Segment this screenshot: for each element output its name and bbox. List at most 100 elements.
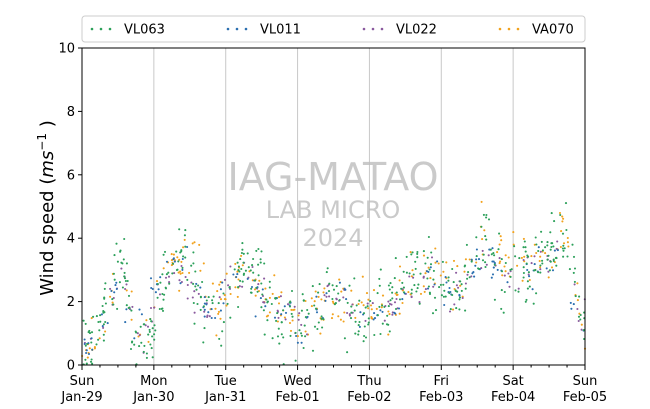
data-point <box>142 350 145 353</box>
data-point <box>578 312 581 315</box>
data-point <box>303 324 306 327</box>
data-point <box>416 256 419 259</box>
data-point <box>400 287 403 290</box>
data-point <box>541 259 544 262</box>
data-point <box>401 298 404 301</box>
data-point <box>468 276 471 279</box>
data-point <box>223 298 226 301</box>
data-point <box>184 275 187 279</box>
data-point <box>424 272 427 275</box>
data-point <box>565 228 568 232</box>
data-point <box>562 217 565 220</box>
data-point <box>222 292 225 295</box>
data-point <box>138 345 141 348</box>
data-point <box>85 362 88 365</box>
data-point <box>290 312 293 315</box>
data-point <box>240 251 243 255</box>
data-point <box>87 352 91 356</box>
series-VL022 <box>83 240 586 354</box>
data-point <box>567 245 570 248</box>
data-point <box>298 329 301 332</box>
data-point <box>332 288 336 291</box>
data-point <box>104 282 107 285</box>
data-point <box>342 296 345 299</box>
data-point <box>387 284 390 287</box>
data-point <box>484 235 487 238</box>
data-point <box>381 310 384 313</box>
data-point <box>405 255 408 258</box>
data-point <box>493 298 496 301</box>
data-point <box>259 261 262 264</box>
legend-label: VL063 <box>124 23 165 38</box>
data-point <box>229 265 232 268</box>
data-point <box>455 271 458 274</box>
data-point <box>337 292 340 295</box>
data-point <box>451 267 454 271</box>
data-point <box>100 313 103 316</box>
data-point <box>416 250 419 254</box>
data-point <box>522 258 525 262</box>
data-point <box>178 258 181 261</box>
data-point <box>360 301 363 304</box>
legend-marker <box>99 27 103 31</box>
data-point <box>240 267 243 271</box>
data-point <box>500 289 503 292</box>
data-point <box>578 295 581 298</box>
data-point <box>379 332 382 336</box>
data-point <box>508 285 511 288</box>
data-point <box>547 276 550 279</box>
data-point <box>449 308 452 311</box>
data-point <box>492 266 495 269</box>
data-point <box>412 276 415 279</box>
data-point <box>559 213 562 217</box>
data-point <box>159 281 162 284</box>
data-point <box>380 306 383 309</box>
data-point <box>199 296 202 299</box>
data-point <box>580 328 583 331</box>
data-point <box>528 278 531 282</box>
data-point <box>82 319 85 322</box>
data-point <box>192 282 195 285</box>
data-point <box>323 287 326 290</box>
legend-entry-VL063: VL063 <box>90 23 165 38</box>
data-point <box>193 290 196 293</box>
data-point <box>273 316 277 319</box>
data-point <box>203 315 206 318</box>
data-point <box>244 269 247 272</box>
data-point <box>314 290 317 293</box>
data-point <box>158 293 162 296</box>
series-VA070 <box>81 200 587 359</box>
data-point <box>572 303 575 306</box>
data-point <box>502 311 505 314</box>
data-point <box>364 336 368 339</box>
data-point <box>369 304 373 307</box>
data-point <box>125 304 128 307</box>
data-point <box>577 319 580 323</box>
data-point <box>540 240 543 243</box>
data-point <box>394 312 397 315</box>
data-point <box>574 295 577 298</box>
data-point <box>388 302 391 305</box>
legend-box <box>81 15 586 43</box>
data-point <box>266 301 269 304</box>
data-point <box>210 308 213 311</box>
data-point <box>493 262 496 265</box>
data-point <box>328 295 331 298</box>
data-point <box>562 244 565 247</box>
data-point <box>290 308 293 311</box>
data-point <box>485 238 488 241</box>
data-point <box>544 252 547 255</box>
data-point <box>295 334 298 338</box>
data-point <box>531 288 534 291</box>
legend-entry-VL011: VL011 <box>226 23 301 38</box>
data-point <box>85 351 88 355</box>
data-point <box>378 305 381 308</box>
data-point <box>249 269 252 272</box>
data-point <box>535 251 538 255</box>
data-point <box>123 237 126 241</box>
data-point <box>133 343 136 346</box>
data-point <box>381 322 384 325</box>
data-point <box>432 285 435 288</box>
data-point <box>576 299 579 302</box>
data-point <box>391 286 394 289</box>
